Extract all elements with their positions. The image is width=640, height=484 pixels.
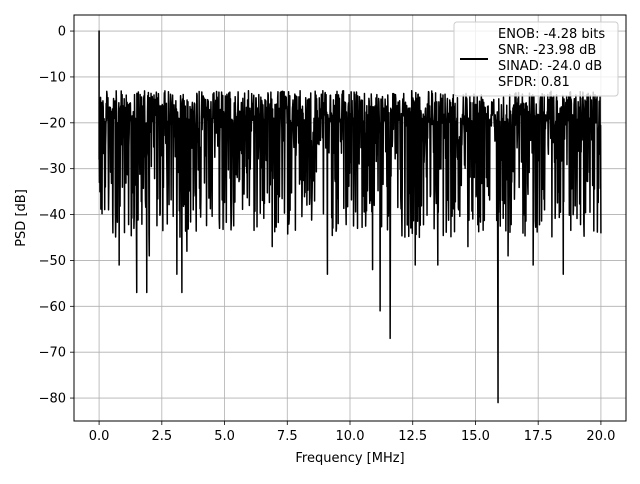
legend-line-sfdr: SFDR: 0.81 (498, 75, 570, 90)
x-axis-label: Frequency [MHz] (295, 451, 404, 466)
x-tick-label: 15.0 (461, 429, 490, 444)
x-tick-label: 5.0 (214, 429, 235, 444)
x-tick-label: 2.5 (151, 429, 172, 444)
psd-series-line (98, 30, 602, 404)
y-axis-ticks: 0 −10 −20 −30 −40 −50 −60 −70 −80 (39, 25, 74, 407)
y-tick-label: −70 (39, 346, 66, 361)
x-tick-label: 10.0 (336, 429, 365, 444)
x-tick-label: 17.5 (524, 429, 553, 444)
x-tick-label: 7.5 (277, 429, 298, 444)
y-tick-label: −40 (39, 208, 66, 223)
y-tick-label: −60 (39, 300, 66, 315)
legend-line-sinad: SINAD: -24.0 dB (498, 59, 602, 74)
y-axis-label: PSD [dB] (14, 189, 29, 247)
y-tick-label: 0 (58, 25, 66, 40)
x-tick-label: 20.0 (586, 429, 615, 444)
y-tick-label: −30 (39, 162, 66, 177)
y-tick-label: −10 (39, 70, 66, 85)
legend: ENOB: -4.28 bits SNR: -23.98 dB SINAD: -… (453, 21, 619, 97)
legend-line-snr: SNR: -23.98 dB (498, 43, 596, 58)
x-tick-label: 12.5 (398, 429, 427, 444)
y-tick-label: −50 (39, 254, 66, 269)
legend-line-enob: ENOB: -4.28 bits (498, 27, 605, 42)
y-tick-label: −80 (39, 392, 66, 407)
x-axis-ticks: 0.0 2.5 5.0 7.5 10.0 12.5 15.0 17.5 20.0 (89, 421, 615, 444)
legend-box (453, 21, 619, 97)
y-tick-label: −20 (39, 116, 66, 131)
plot-area (98, 30, 602, 404)
x-tick-label: 0.0 (89, 429, 110, 444)
